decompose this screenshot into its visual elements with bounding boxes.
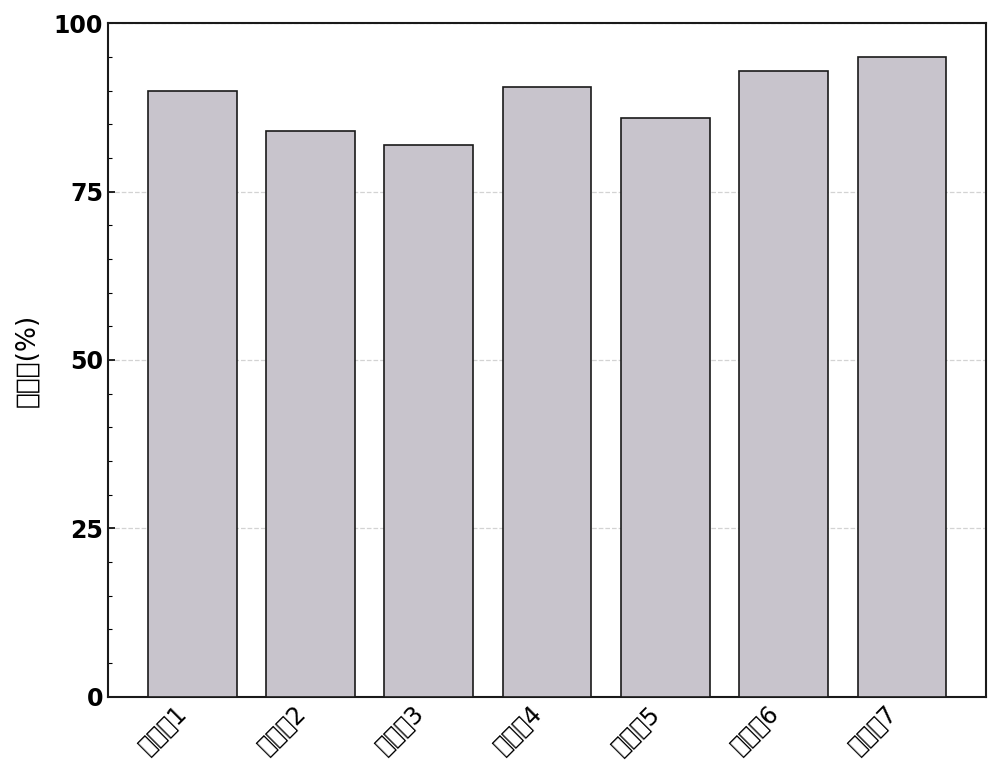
Bar: [739, 70, 828, 696]
Bar: [503, 87, 591, 696]
Bar: [621, 117, 710, 696]
Y-axis label: 去除率(%): 去除率(%): [14, 313, 40, 407]
Bar: [384, 145, 473, 696]
Bar: [148, 90, 237, 696]
Bar: [858, 57, 946, 696]
Bar: [266, 131, 355, 696]
